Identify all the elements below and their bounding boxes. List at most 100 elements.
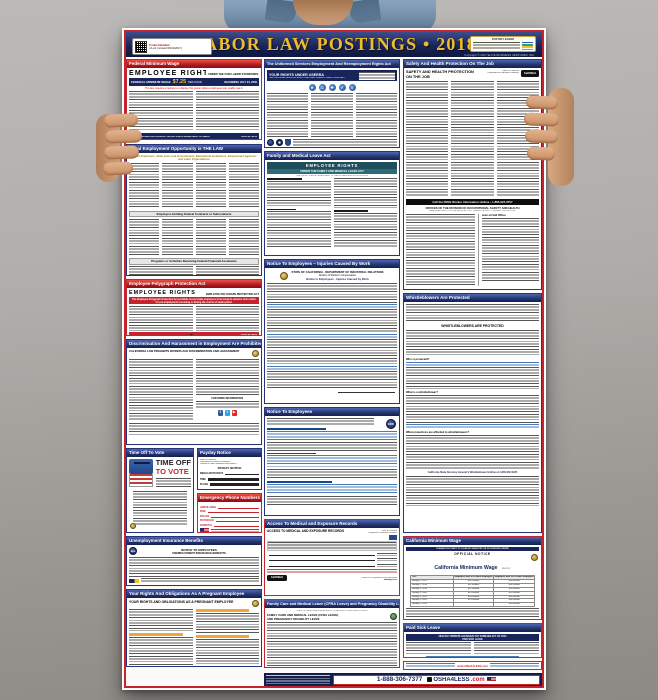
cal-osha-logo-icon: Cal/OSHA [521,70,539,77]
blank-field [207,510,259,514]
text-lines [129,422,259,436]
text-lines [195,218,226,257]
section-safety-health-protection: Safety And Health Protection On The Job … [403,59,542,290]
text-lines [267,371,397,389]
section-pregnant-employee: Your Rights And Obligations As A Pregnan… [126,589,262,667]
link-text-lines [406,362,539,367]
blank-field [211,515,259,518]
scales-icon: ⚖ [318,83,326,91]
california-seal-icon [130,523,136,529]
polygraph-subhead: EMPLOYEE POLYGRAPH PROTECTION ACT [205,293,259,296]
camw-heading-row: California Minimum Wage MW-2017 [406,556,539,574]
link-text-lines [267,304,397,308]
section-title: Access To Medical and Exposure Records [265,520,399,528]
section-title: Paid Sick Leave [404,624,541,632]
finger [524,129,559,144]
mw-row-date: January 1, 2017 [411,579,427,582]
link-text-lines [406,424,539,429]
fmw-notice-line: The law requires employers to display th… [144,87,244,90]
subheading-line [267,481,332,484]
text-lines [267,283,397,303]
section-paid-sick-leave: Paid Sick Leave HEALTHY WORKPLACES/HEALT… [403,623,542,658]
userra-note-box [359,71,395,80]
text-lines [162,163,193,210]
office-list [406,213,475,286]
divider [477,213,479,286]
labor-law-poster: LABOR LAW POSTINGS • 2018 Product Number… [122,28,546,690]
cfra-agency-line: STATE OF CALIFORNIA • DEPARTMENT OF FAIR… [296,610,368,612]
camw-official-notice: OFFICIAL NOTICE [454,552,491,556]
poster-legend-title: POSTER LEGEND [491,38,515,41]
mw-row-date: January 1, 2023 [411,603,427,606]
text-lines [406,642,471,655]
note-website-link: www.OSHA4LESS.com [457,663,488,668]
section-userra: The Uniformed Services Employment And Re… [264,59,400,148]
qr-code-icon [134,40,147,53]
text-lines [481,217,539,282]
emergency-label: AMBULANCE [200,505,217,509]
text-lines [406,304,539,322]
text-lines [195,358,259,395]
section-fmla: Family and Medical Leave Act EMPLOYEE RI… [264,151,400,256]
whistle-q1: Who is protected? [406,358,430,361]
records-date: January 2013 [383,578,397,581]
text-lines [129,218,160,257]
finger [103,113,139,128]
ballot-box-icon [129,459,153,488]
mw-row-a: $14.00/hour [452,595,494,599]
polygraph-footer-contact: 1-866-487-9243 WAGE AND HOUR DIVISION • … [195,334,257,335]
fmla-band3: THE UNITED STATES DEPARTMENT OF LABOR WA… [296,175,368,177]
text-lines [293,138,397,146]
section-title: Family Care and Medical Leave (CFRA Leav… [265,600,399,608]
orange-subhead [129,632,183,636]
mw-row-b: $14.00/hour [493,599,534,603]
text-lines [406,330,539,356]
whistle-heading: WHISTLEBLOWERS ARE PROTECTED [441,324,504,328]
emergency-label: HOSPITAL [200,523,213,527]
pregnant-heading: YOUR RIGHTS AND OBLIGATIONS AS A PREGNAN… [129,600,234,604]
fmw-footer-agency: WAGE AND HOUR DIVISION • UNITED STATES D… [137,135,210,138]
text-lines [474,642,539,655]
text-lines [228,163,259,210]
records-agency1: State of California [381,530,397,532]
fmla-band1: EMPLOYEE RIGHTS [267,162,397,169]
mw-row-b: $15.00/hour [493,603,534,607]
fmla-band2: UNDER THE FAMILY AND MEDICAL LEAVE ACT [267,169,397,174]
fmw-wage-label: FEDERAL MINIMUM WAGE [131,80,171,84]
text-column [267,178,331,250]
payday-field-place: PLACE [200,483,209,487]
section-title: Equal Employment Opportunity is THE LAW [127,145,261,153]
text-lines [155,478,191,488]
blank-field [218,506,259,509]
section-medical-exposure-records: Access To Medical and Exposure Records A… [264,519,400,596]
finger [526,146,556,161]
mw-row-a: $13.00/hour [452,591,494,595]
section-emergency-phone-numbers: Emergency Phone Numbers AMBULANCE FIRE P… [197,493,262,533]
psl-band1: HEALTHY WORKPLACES/HEALTHY FAMILIES ACT … [438,634,507,638]
text-column [333,178,397,250]
blank-field [269,558,375,562]
link-text-lines [267,430,397,441]
whistle-hotline: California State Attorney General's Whis… [427,471,518,474]
facebook-icon: f [217,410,223,416]
mw-row-a [452,603,494,607]
subheading-line [267,428,326,430]
blank-field [210,483,259,487]
text-lines [195,266,259,275]
injuries-line1: STATE OF CALIFORNIA - DEPARTMENT OF INDU… [291,270,384,274]
section-california-minimum-wage: California Minimum Wage PLEASE POST NEXT… [403,536,542,620]
section-whistleblowers: Whistleblowers Are Protected WHISTLEBLOW… [403,293,542,533]
text-lines [141,578,259,583]
section-title: The Uniformed Services Employment And Re… [265,60,399,68]
text-lines [377,558,397,562]
text-lines [133,491,187,525]
edd-logo-icon: EDD [386,419,396,429]
text-lines [129,305,193,331]
section-title: Your Rights And Obligations As A Pregnan… [127,590,261,598]
text-column [129,608,193,667]
esgr-shield-icon [285,138,291,146]
section-title: Unemployment Insurance Benefits [127,537,261,545]
link-text-lines [406,663,456,668]
flag-icon [200,528,209,532]
info-icon: ℹ [348,83,356,91]
